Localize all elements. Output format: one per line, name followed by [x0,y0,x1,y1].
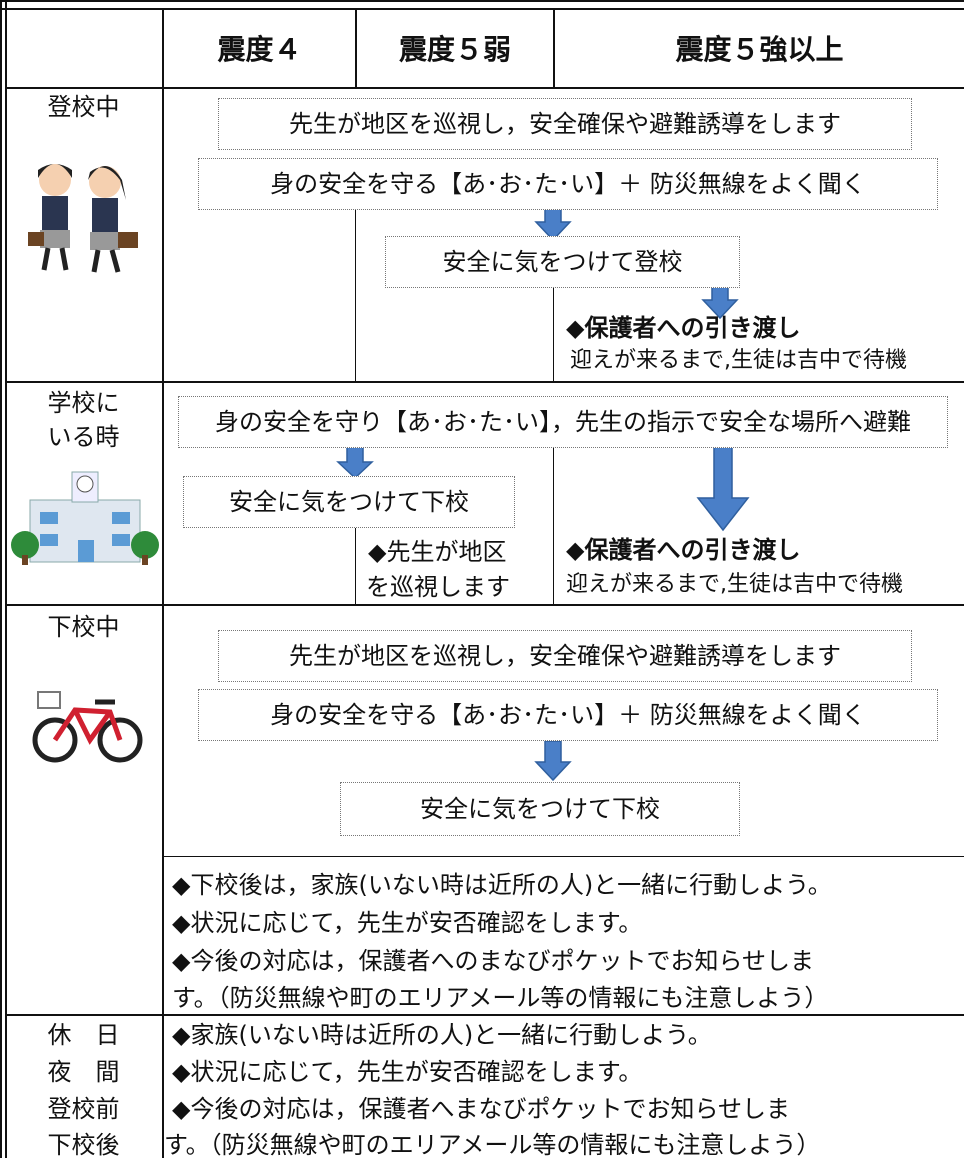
text-box: 身の安全を守り【あ･お･た･い】，先生の指示で安全な場所へ避難 [178,396,948,448]
note: ◆状況に応じて，先生が安否確認をします。 [172,1058,643,1086]
rule [5,381,964,383]
note: 迎えが来るまで,生徒は吉中で待機 [566,572,903,597]
note: を巡視します [366,573,510,601]
rule [0,0,2,1158]
rule [162,856,964,857]
rule [553,448,554,605]
text-box: 安全に気をつけて下校 [340,782,740,836]
note: ◆先生が地区 [368,538,507,566]
text-box: 安全に気をつけて下校 [183,476,515,528]
note: す。（防災無線や町のエリアメール等の情報にも注意しよう） [164,1131,821,1158]
row-label: 夜 間 [47,1058,120,1086]
note: す。（防災無線や町のエリアメール等の情報にも注意しよう） [172,984,829,1012]
header-cell: 震度５強以上 [675,33,844,66]
row-label: 登校前 [47,1095,120,1123]
rule [355,210,356,382]
row-label: いる時 [47,423,120,451]
note-heading: ◆保護者への引き渡し [566,536,801,564]
row-label: 学校に [47,389,120,417]
rule [5,604,964,606]
text-box: 身の安全を守る【あ･お･た･い】＋ 防災無線をよく聞く [198,689,938,741]
note: ◆下校後は，家族(いない時は近所の人)と一緒に行動しよう。 [172,871,832,899]
note: ◆今後の対応は，保護者へまなびポケットでお知らせしま [172,1095,790,1123]
rule [553,288,554,382]
note-heading: ◆保護者への引き渡し [566,314,801,342]
note: ◆状況に応じて，先生が安否確認をします。 [172,909,643,937]
rule [355,10,357,88]
note: 迎えが来るまで,生徒は吉中で待機 [570,348,907,373]
text-box: 安全に気をつけて登校 [385,236,740,288]
rule [355,528,356,605]
row-label: 登校中 [47,93,120,121]
header-cell: 震度４ [217,33,302,66]
rule [5,87,964,89]
rule [0,8,964,10]
row-label: 下校中 [47,613,120,641]
rule [5,1014,964,1016]
note: ◆家族(いない時は近所の人)と一緒に行動しよう。 [172,1021,712,1049]
rule [162,10,164,1158]
rule [553,10,555,88]
row-label: 休 日 [47,1021,120,1049]
note: ◆今後の対応は，保護者へのまなびポケットでお知らせしま [172,947,814,975]
header-cell: 震度５弱 [398,33,511,66]
text-box: 先生が地区を巡視し，安全確保や避難誘導をします [218,630,912,682]
row-label: 下校後 [47,1131,120,1158]
text-box: 身の安全を守る【あ･お･た･い】＋ 防災無線をよく聞く [198,158,938,210]
rule [5,0,7,1158]
text-box: 先生が地区を巡視し，安全確保や避難誘導をします [218,98,912,150]
rule [0,0,964,2]
